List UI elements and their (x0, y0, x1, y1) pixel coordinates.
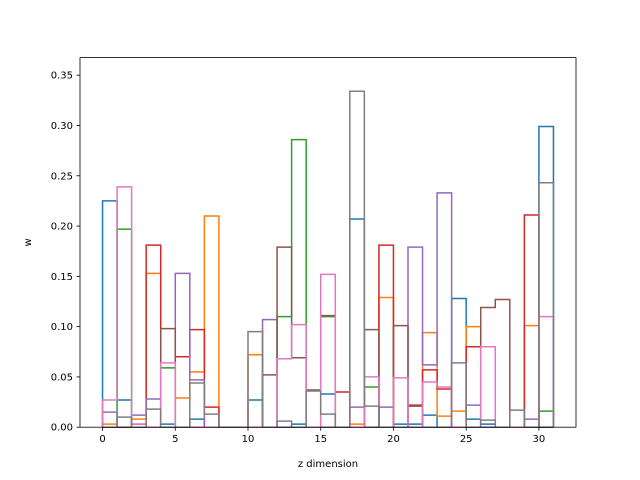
y-tick-label: 0.35 (51, 71, 73, 82)
y-tick-label: 0.20 (51, 222, 73, 233)
y-axis-label: w (23, 238, 34, 246)
x-tick-label: 10 (242, 434, 255, 445)
y-tick-label: 0.10 (51, 322, 73, 333)
y-tick-label: 0.30 (51, 121, 73, 132)
x-tick-label: 30 (533, 434, 546, 445)
y-tick-label: 0.15 (51, 272, 73, 283)
y-tick-label: 0.25 (51, 171, 73, 182)
series-7-step-line (101, 186, 555, 428)
x-axis-label: z dimension (298, 459, 358, 470)
y-tick-label: 0.05 (51, 372, 73, 383)
x-tick-label: 15 (314, 434, 327, 445)
ticks-layer: 0 5 10 15 20 25 30 0.00 0.05 0.10 0.15 0.20 0.25 0.30… (51, 71, 546, 446)
x-tick-label: 25 (460, 434, 473, 445)
x-tick-label: 20 (387, 434, 400, 445)
y-tick-label: 0.00 (51, 423, 73, 434)
x-tick-label: 5 (172, 434, 178, 445)
x-tick-label: 0 (99, 434, 105, 445)
plot-frame (79, 57, 577, 428)
